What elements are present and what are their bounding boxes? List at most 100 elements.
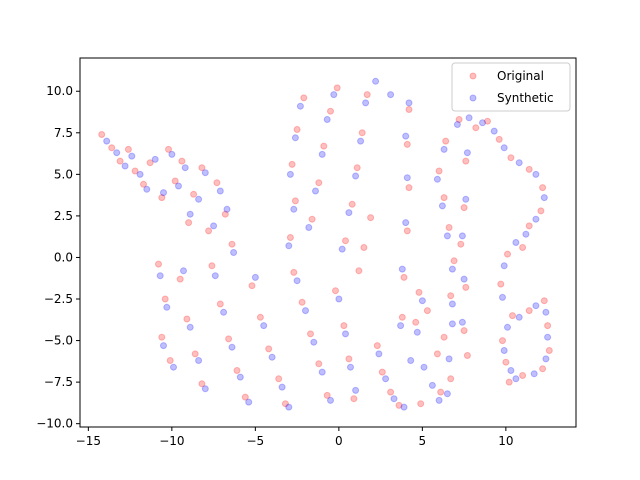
point-synthetic-53 xyxy=(323,116,331,123)
point-original-5 xyxy=(140,180,147,188)
point-synthetic-46 xyxy=(290,205,298,213)
y-tick-label: 2.5 xyxy=(54,209,73,223)
point-synthetic-97 xyxy=(515,159,523,167)
point-synthetic-75 xyxy=(420,363,428,371)
point-original-24 xyxy=(191,350,199,358)
point-original-52 xyxy=(320,142,328,150)
point-original-84 xyxy=(440,194,448,202)
point-synthetic-70 xyxy=(403,174,411,182)
point-original-112 xyxy=(505,378,513,386)
point-original-48 xyxy=(293,126,301,133)
point-synthetic-94 xyxy=(479,119,486,127)
point-original-75 xyxy=(423,307,431,315)
point-original-63 xyxy=(373,342,381,350)
point-original-2 xyxy=(116,157,124,165)
point-original-20 xyxy=(158,333,166,341)
x-tick-label: 10 xyxy=(498,434,513,448)
point-original-74 xyxy=(415,288,423,296)
point-synthetic-108 xyxy=(544,333,552,341)
point-original-72 xyxy=(405,106,413,113)
y-tick-label: 7.5 xyxy=(54,126,73,140)
point-synthetic-100 xyxy=(532,215,540,223)
point-original-11 xyxy=(185,219,193,227)
point-synthetic-4 xyxy=(136,170,144,178)
point-original-94 xyxy=(472,124,480,132)
point-original-88 xyxy=(462,157,470,165)
point-synthetic-101 xyxy=(522,230,530,238)
point-original-36 xyxy=(290,268,298,276)
point-synthetic-45 xyxy=(285,242,293,250)
point-original-21 xyxy=(166,357,174,364)
point-synthetic-61 xyxy=(387,91,395,99)
point-synthetic-47 xyxy=(286,170,294,178)
point-synthetic-66 xyxy=(400,403,408,411)
point-original-71 xyxy=(403,140,411,148)
point-original-99 xyxy=(539,184,547,192)
point-synthetic-84 xyxy=(438,202,446,210)
point-synthetic-112 xyxy=(500,347,508,354)
point-original-14 xyxy=(205,227,213,235)
point-synthetic-58 xyxy=(357,137,365,145)
point-synthetic-76 xyxy=(428,381,436,389)
point-original-10 xyxy=(178,157,186,165)
point-original-105 xyxy=(509,312,516,320)
point-original-29 xyxy=(233,367,241,374)
legend-marker-synthetic xyxy=(469,94,477,102)
legend-label-original: Original xyxy=(497,69,544,83)
point-synthetic-29 xyxy=(236,373,244,381)
point-synthetic-59 xyxy=(362,99,370,107)
x-axis: −15 −10 −5 0 5 10 xyxy=(76,427,513,448)
point-original-64 xyxy=(378,368,386,376)
point-original-66 xyxy=(395,401,403,409)
point-original-114 xyxy=(502,358,510,366)
point-original-95 xyxy=(484,117,491,125)
point-original-4 xyxy=(131,167,139,175)
point-synthetic-39 xyxy=(318,368,326,376)
point-original-77 xyxy=(440,333,448,341)
point-original-79 xyxy=(437,388,445,396)
point-original-86 xyxy=(442,137,450,145)
point-synthetic-77 xyxy=(435,396,443,404)
point-original-53 xyxy=(327,107,334,115)
point-original-107 xyxy=(540,297,548,305)
point-original-31 xyxy=(248,282,256,290)
point-original-89 xyxy=(460,204,468,212)
point-synthetic-51 xyxy=(312,187,319,195)
point-synthetic-85 xyxy=(433,175,441,183)
point-synthetic-103 xyxy=(500,262,508,270)
point-original-101 xyxy=(525,222,533,230)
point-original-43 xyxy=(345,355,353,363)
point-synthetic-40 xyxy=(327,396,334,404)
point-synthetic-31 xyxy=(251,273,259,281)
point-original-46 xyxy=(291,197,299,205)
legend-box xyxy=(451,62,571,112)
point-synthetic-28 xyxy=(228,343,236,351)
point-original-30 xyxy=(241,393,249,401)
point-original-106 xyxy=(525,307,533,315)
point-synthetic-41 xyxy=(335,295,343,303)
point-synthetic-62 xyxy=(405,99,413,107)
point-original-78 xyxy=(417,400,425,408)
point-synthetic-38 xyxy=(310,338,318,346)
point-original-51 xyxy=(315,179,323,187)
legend-label-synthetic: Synthetic xyxy=(497,91,554,105)
point-original-59 xyxy=(363,91,371,99)
point-synthetic-88 xyxy=(463,149,471,157)
point-original-28 xyxy=(225,335,233,343)
point-original-6 xyxy=(146,159,154,167)
point-synthetic-11 xyxy=(186,210,194,218)
point-synthetic-42 xyxy=(342,330,349,338)
point-original-62 xyxy=(367,214,375,222)
y-tick-label: −5.0 xyxy=(44,334,73,348)
point-synthetic-68 xyxy=(398,265,406,273)
point-synthetic-48 xyxy=(291,134,299,142)
point-synthetic-19 xyxy=(163,303,171,311)
point-synthetic-36 xyxy=(293,277,301,285)
point-original-91 xyxy=(462,283,470,291)
point-synthetic-95 xyxy=(490,127,498,135)
point-synthetic-80 xyxy=(443,390,451,398)
axes-frame xyxy=(79,57,577,428)
y-tick-label: −2.5 xyxy=(44,292,73,306)
point-synthetic-74 xyxy=(418,297,426,305)
point-original-96 xyxy=(495,135,503,143)
